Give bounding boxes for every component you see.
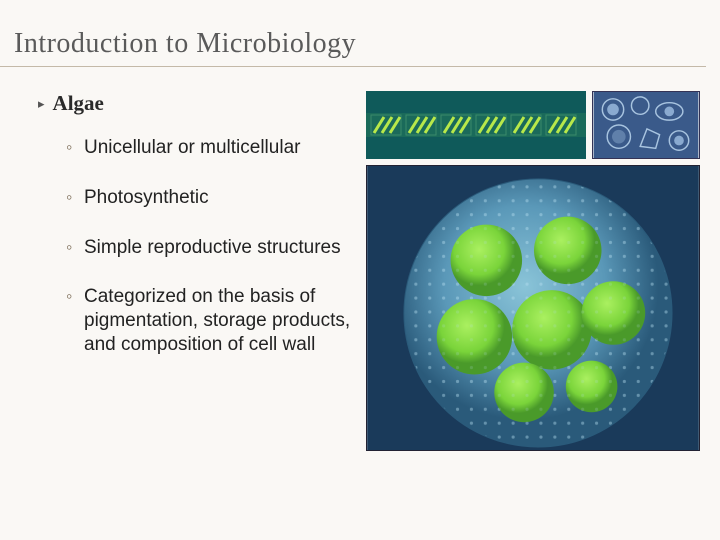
sub-bullet: Photosynthetic (66, 186, 358, 210)
slide-title: Introduction to Microbiology (0, 0, 706, 67)
content-area: ▸ Algae Unicellular or multicellular Pho… (0, 67, 720, 456)
slide: Introduction to Microbiology ▸ Algae Uni… (0, 0, 720, 540)
sub-bullet: Simple reproductive structures (66, 236, 358, 260)
main-bullet-text: Algae (53, 91, 104, 116)
sub-bullet: Unicellular or multicellular (66, 136, 358, 160)
sub-bullet-list: Unicellular or multicellular Photosynthe… (38, 136, 358, 357)
algae-filament-image (366, 91, 586, 159)
volvox-image (366, 165, 700, 451)
top-image-row (366, 91, 702, 159)
main-bullet: ▸ Algae (38, 91, 358, 116)
image-column (366, 91, 702, 456)
sub-bullet: Categorized on the basis of pigmentation… (66, 285, 358, 356)
bullet-arrow-icon: ▸ (38, 96, 45, 112)
diatoms-image (592, 91, 700, 159)
text-column: ▸ Algae Unicellular or multicellular Pho… (38, 91, 358, 456)
